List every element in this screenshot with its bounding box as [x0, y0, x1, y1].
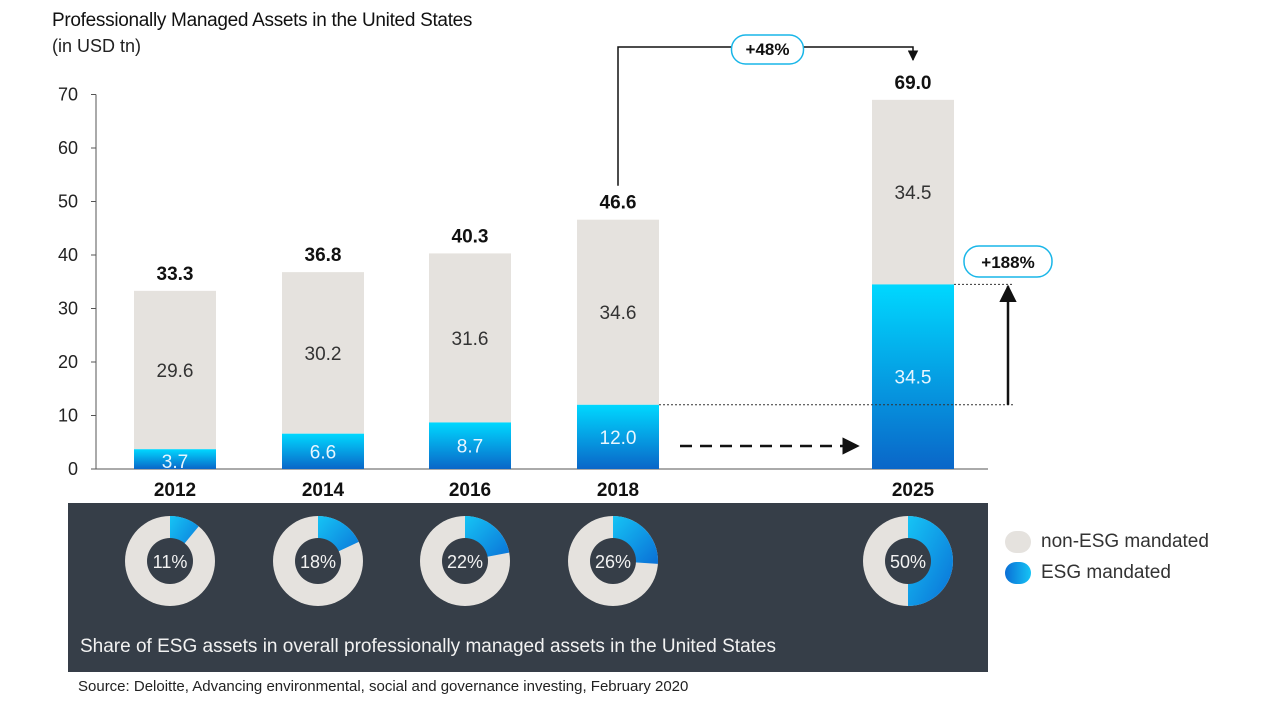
- label-non-esg-2014: 30.2: [305, 344, 342, 365]
- bar-non-esg-2018: [577, 219, 659, 405]
- bar-esg-2014: [282, 433, 364, 469]
- total-label-2025: 69.0: [895, 73, 932, 94]
- label-non-esg-2025: 34.5: [895, 183, 932, 204]
- bar-non-esg-2016: [429, 253, 511, 423]
- legend-label-non-esg: non-ESG mandated: [1041, 530, 1209, 552]
- source-note: Source: Deloitte, Advancing environmenta…: [78, 678, 689, 695]
- x-tick-label-2012: 2012: [154, 480, 196, 501]
- y-tick-label: 0: [68, 459, 78, 479]
- callout-total-growth-text: +48%: [746, 40, 790, 59]
- bar-esg-2025: [872, 284, 954, 469]
- legend-swatch-esg: [1005, 561, 1031, 584]
- y-tick-label: 40: [58, 245, 78, 265]
- callout-esg-growth-box: [963, 245, 1053, 278]
- panel-caption: Share of ESG assets in overall professio…: [80, 636, 776, 657]
- donut-share-label-2018: 26%: [595, 552, 631, 572]
- donut-share-label-2014: 18%: [300, 552, 336, 572]
- donut-share-label-2025: 50%: [890, 552, 926, 572]
- total-label-2014: 36.8: [305, 245, 342, 266]
- callout-esg-growth-text: +188%: [981, 253, 1034, 272]
- donut-share-label-2016: 22%: [447, 552, 483, 572]
- y-tick-label: 70: [58, 85, 78, 105]
- bar-esg-2012: [134, 449, 216, 469]
- growth-bracket-arrow: [617, 46, 919, 186]
- x-tick-label-2018: 2018: [597, 480, 639, 501]
- esg-share-panel: Share of ESG assets in overall professio…: [68, 503, 988, 672]
- donut-hole-2014: [295, 538, 341, 584]
- y-tick-label: 50: [58, 192, 78, 212]
- chart-title: Professionally Managed Assets in the Uni…: [52, 10, 473, 31]
- legend-item-esg: ESG mandated: [1005, 557, 1209, 588]
- legend-label-esg: ESG mandated: [1041, 561, 1171, 583]
- label-esg-2014: 6.6: [310, 442, 336, 463]
- callout-total-growth-box: [730, 34, 805, 65]
- bar-esg-2018: [577, 404, 659, 469]
- bar-non-esg-2014: [282, 272, 364, 434]
- label-esg-2025: 34.5: [895, 368, 932, 389]
- total-label-2016: 40.3: [452, 226, 489, 247]
- y-tick-label: 60: [58, 138, 78, 158]
- label-esg-2012: 3.7: [162, 452, 188, 473]
- label-non-esg-2018: 34.6: [600, 303, 637, 324]
- donut-share-label-2012: 11%: [153, 552, 188, 572]
- total-label-2012: 33.3: [157, 264, 194, 285]
- legend: non-ESG mandated ESG mandated: [1005, 526, 1209, 588]
- bar-esg-2016: [429, 422, 511, 469]
- label-non-esg-2012: 29.6: [157, 361, 194, 382]
- legend-item-non-esg: non-ESG mandated: [1005, 526, 1209, 557]
- total-label-2018: 46.6: [600, 193, 637, 214]
- bar-non-esg-2025: [872, 99, 954, 285]
- y-tick-label: 10: [58, 406, 78, 426]
- x-tick-label-2025: 2025: [892, 480, 935, 501]
- donut-hole-2025: [885, 538, 931, 584]
- donut-hole-2018: [590, 538, 636, 584]
- y-tick-label: 30: [58, 299, 78, 319]
- x-tick-label-2014: 2014: [302, 480, 345, 501]
- bar-non-esg-2012: [134, 290, 216, 450]
- x-tick-label-2016: 2016: [449, 480, 491, 501]
- donut-hole-2012: [147, 538, 193, 584]
- chart-subtitle: (in USD tn): [52, 36, 142, 56]
- y-tick-label: 20: [58, 352, 78, 372]
- donut-hole-2016: [442, 538, 488, 584]
- legend-swatch-non-esg: [1005, 530, 1031, 553]
- label-esg-2018: 12.0: [600, 428, 637, 449]
- label-non-esg-2016: 31.6: [452, 329, 489, 350]
- label-esg-2016: 8.7: [457, 437, 483, 458]
